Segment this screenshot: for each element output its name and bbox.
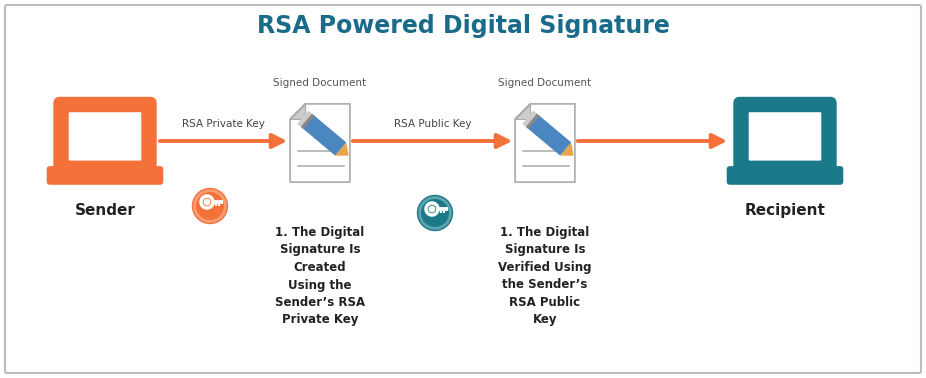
Text: Signed Document: Signed Document bbox=[498, 78, 592, 88]
Polygon shape bbox=[301, 114, 315, 129]
FancyBboxPatch shape bbox=[733, 97, 837, 176]
Polygon shape bbox=[302, 115, 346, 156]
FancyBboxPatch shape bbox=[749, 112, 821, 161]
Text: Recipient: Recipient bbox=[745, 203, 825, 218]
FancyBboxPatch shape bbox=[727, 166, 844, 185]
Text: RSA Private Key: RSA Private Key bbox=[182, 119, 265, 129]
Polygon shape bbox=[526, 114, 540, 129]
Circle shape bbox=[430, 206, 434, 212]
FancyBboxPatch shape bbox=[69, 112, 142, 161]
FancyBboxPatch shape bbox=[213, 200, 223, 204]
Bar bbox=[215, 204, 217, 206]
FancyBboxPatch shape bbox=[5, 5, 921, 373]
Circle shape bbox=[205, 199, 209, 205]
Bar bbox=[440, 211, 442, 213]
Polygon shape bbox=[515, 104, 530, 119]
Polygon shape bbox=[560, 143, 574, 156]
FancyBboxPatch shape bbox=[438, 207, 448, 211]
Text: Sender: Sender bbox=[75, 203, 135, 218]
Circle shape bbox=[201, 196, 213, 208]
Text: Signed Document: Signed Document bbox=[273, 78, 367, 88]
Polygon shape bbox=[522, 111, 538, 127]
Polygon shape bbox=[290, 104, 350, 182]
Polygon shape bbox=[515, 104, 575, 182]
Circle shape bbox=[193, 189, 228, 223]
Polygon shape bbox=[527, 115, 571, 156]
Text: 1. The Digital
Signature Is
Created
Using the
Sender’s RSA
Private Key: 1. The Digital Signature Is Created Usin… bbox=[275, 226, 365, 327]
Polygon shape bbox=[297, 111, 313, 127]
Polygon shape bbox=[290, 104, 305, 119]
FancyBboxPatch shape bbox=[54, 97, 156, 176]
Circle shape bbox=[426, 203, 438, 215]
FancyBboxPatch shape bbox=[46, 166, 163, 185]
Text: RSA Powered Digital Signature: RSA Powered Digital Signature bbox=[257, 14, 669, 38]
Text: 1. The Digital
Signature Is
Verified Using
the Sender’s
RSA Public
Key: 1. The Digital Signature Is Verified Usi… bbox=[498, 226, 592, 327]
Circle shape bbox=[418, 195, 453, 231]
Text: RSA Public Key: RSA Public Key bbox=[394, 119, 471, 129]
Polygon shape bbox=[335, 143, 349, 156]
